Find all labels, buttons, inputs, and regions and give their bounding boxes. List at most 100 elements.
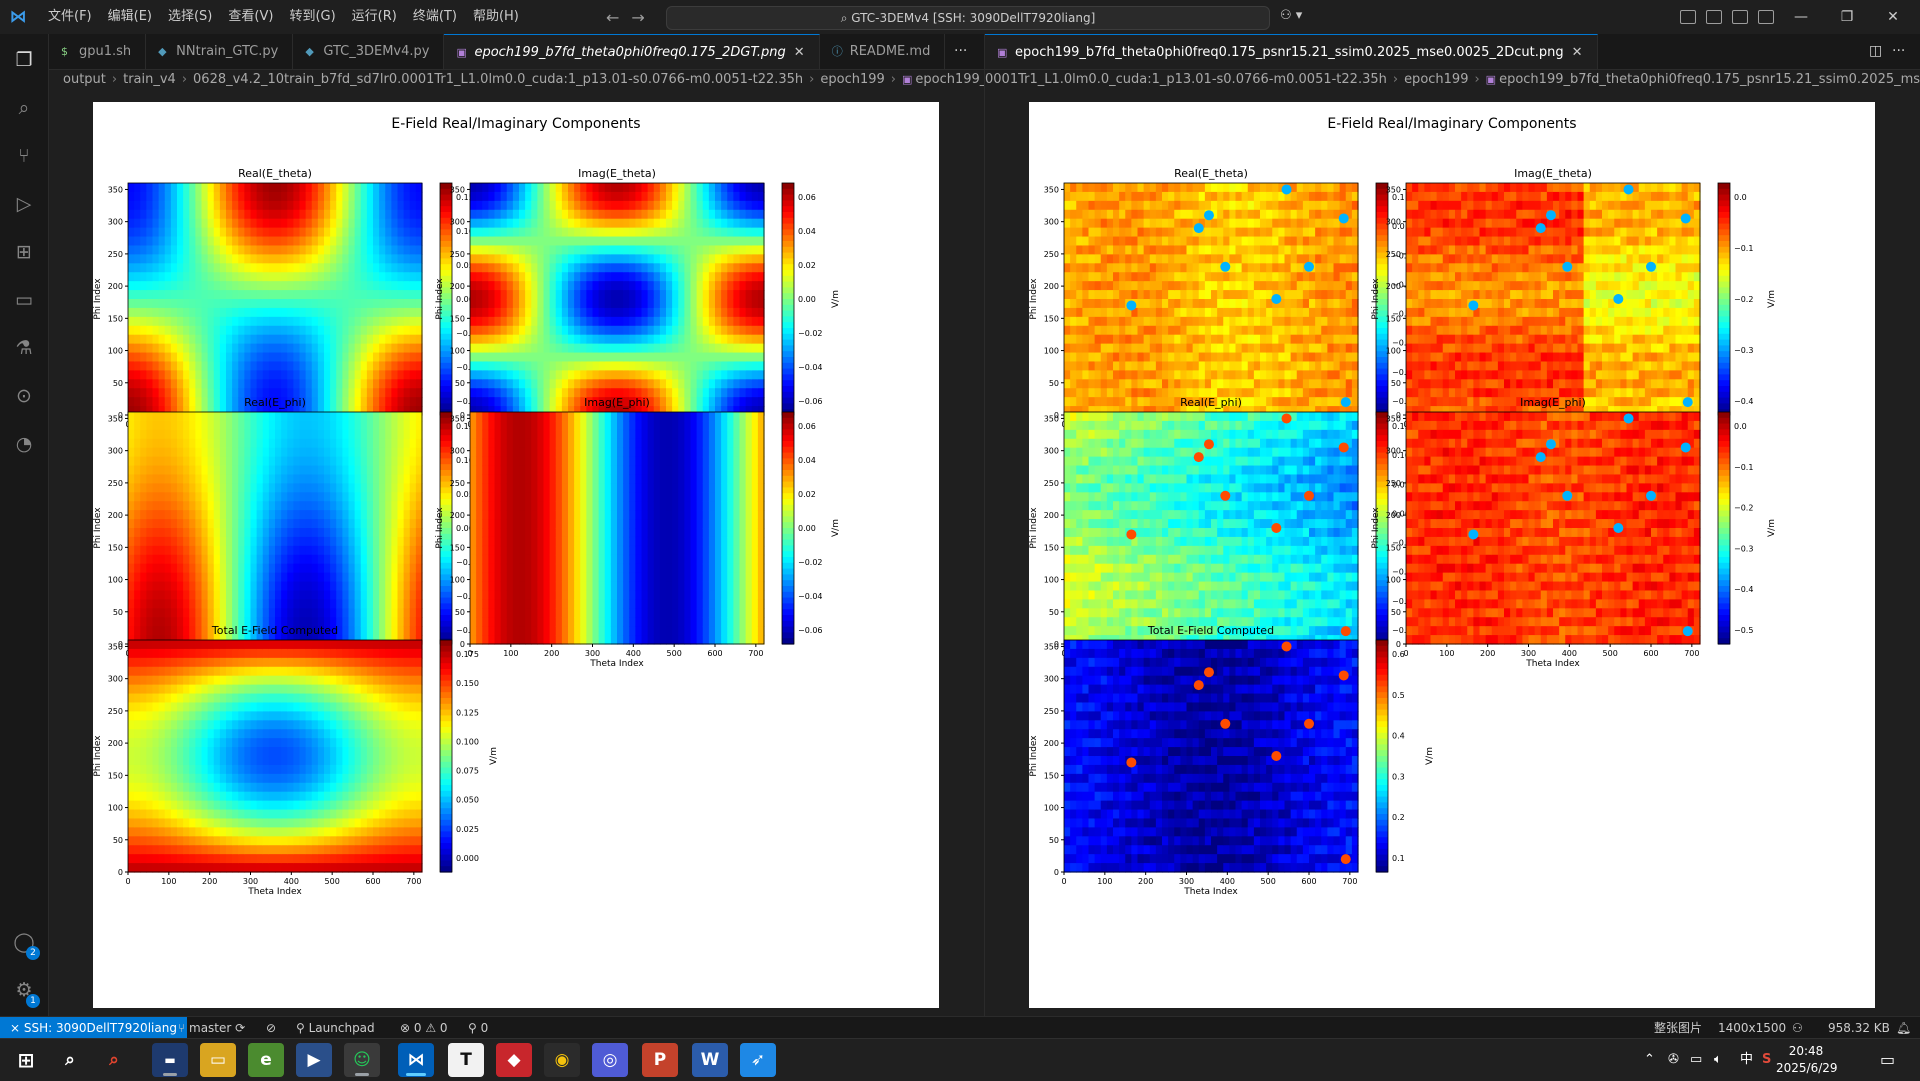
breadcrumb-item[interactable]: epoch199 (820, 72, 884, 87)
tab-nntrain-gtc-py[interactable]: ◆NNtrain_GTC.py (146, 34, 293, 69)
testing-icon[interactable]: ⚗ (12, 336, 36, 360)
toggle-secondary-sidebar-icon[interactable] (1758, 10, 1774, 24)
vscode-logo-icon[interactable]: ⋈ (8, 7, 28, 27)
close-icon[interactable]: ✕ (1870, 0, 1916, 34)
heatmap-cell (470, 210, 477, 220)
git-graph-icon[interactable]: ⊙ (12, 384, 36, 408)
y-tick-label: 150 (450, 314, 465, 323)
heatmap-cell (740, 254, 747, 264)
heatmap-cell (660, 590, 667, 600)
toggle-sidebar-icon[interactable] (1706, 10, 1722, 24)
restore-icon[interactable]: ❐ (1824, 0, 1870, 34)
menu-file[interactable]: 文件(F) (40, 0, 100, 34)
menu-help[interactable]: 帮助(H) (465, 0, 527, 34)
heatmap-cell (238, 501, 245, 511)
customize-layout-icon[interactable] (1680, 10, 1696, 24)
run-debug-icon[interactable]: ▷ (12, 192, 36, 216)
tab-label: README.md (850, 44, 931, 59)
breadcrumb-item[interactable]: train_v4 (123, 72, 176, 87)
heatmap-cell (140, 245, 147, 255)
breadcrumb-item[interactable]: output (63, 72, 106, 87)
heatmap-cell (226, 474, 233, 484)
heatmap-cell (202, 528, 209, 538)
explorer-icon[interactable]: ❐ (12, 48, 36, 72)
heatmap-cell (355, 582, 362, 592)
tab-gtc-3demv4-py[interactable]: ◆GTC_3DEMv4.py (293, 34, 444, 69)
menu-view[interactable]: 查看(V) (220, 0, 281, 34)
heatmap-cell (404, 317, 411, 327)
heatmap-cell (263, 599, 270, 609)
heatmap-cell (300, 573, 307, 583)
minimize-icon[interactable]: — (1778, 0, 1824, 34)
forward-arrow-icon[interactable]: → (631, 8, 644, 27)
heatmap-cell (361, 617, 368, 627)
heatmap-cell (312, 370, 319, 380)
back-arrow-icon[interactable]: ← (606, 8, 619, 27)
heatmap-cell (391, 254, 398, 264)
tab-gpu1-sh[interactable]: $gpu1.sh (49, 34, 146, 69)
more-actions-icon[interactable]: ··· (954, 34, 967, 69)
heatmap-cell (525, 272, 532, 282)
remote-explorer-icon[interactable]: ▭ (12, 288, 36, 312)
heatmap-cell (666, 546, 673, 556)
heatmap-cell (177, 219, 184, 229)
source-control-icon[interactable]: ⑂ (12, 144, 36, 168)
heatmap-cell (404, 308, 411, 318)
menu-selection[interactable]: 选择(S) (160, 0, 220, 34)
heatmap-cell (752, 299, 759, 309)
heatmap-cell (666, 183, 673, 193)
heatmap-cell (654, 201, 661, 211)
command-center[interactable]: ⌕ GTC-3DEMv4 [SSH: 3090DellT7920liang] (666, 6, 1270, 30)
toggle-panel-icon[interactable] (1732, 10, 1748, 24)
heatmap-cell (586, 608, 593, 618)
tab-close-icon[interactable]: ✕ (794, 45, 805, 60)
search-icon[interactable]: ⌕ (12, 96, 36, 120)
heatmap-cell (482, 457, 489, 467)
heatmap-cell (202, 590, 209, 600)
heatmap-cell (202, 546, 209, 556)
menu-edit[interactable]: 编辑(E) (100, 0, 160, 34)
heatmap-cell (330, 608, 337, 618)
heatmap-cell (171, 344, 178, 354)
breadcrumb-item[interactable]: 0628_v4.2_10train_b7fd_sd7lr0.0001Tr1_L1… (193, 72, 803, 87)
heatmap-cell (373, 370, 380, 380)
heatmap-cell (654, 590, 661, 600)
menu-go[interactable]: 转到(G) (281, 0, 343, 34)
copilot-icon[interactable]: ⚇ ▾ (1280, 8, 1302, 23)
heatmap-cell (562, 582, 569, 592)
heatmap-cell (482, 344, 489, 354)
menu-run[interactable]: 运行(R) (344, 0, 405, 34)
heatmap-cell (531, 299, 538, 309)
menu-terminal[interactable]: 终端(T) (405, 0, 465, 34)
heatmap-cell (306, 299, 313, 309)
heatmap-cell (501, 617, 508, 627)
heatmap-cell (666, 335, 673, 345)
heatmap-cell (159, 492, 166, 502)
heatmap-cell (410, 183, 417, 193)
heatmap-cell (519, 635, 526, 645)
heatmap-cell (623, 582, 630, 592)
heatmap-cell (629, 492, 636, 502)
heatmap-cell (525, 397, 532, 407)
heatmap-cell (128, 582, 135, 592)
extensions-icon[interactable]: ⊞ (12, 240, 36, 264)
heatmap-cell (470, 412, 477, 422)
heatmap-cell (599, 290, 606, 300)
heatmap-cell (379, 466, 386, 476)
heatmap-cell (367, 272, 374, 282)
heatmap-cell (318, 326, 325, 336)
timeline-icon[interactable]: ◔ (12, 432, 36, 456)
heatmap-cell (263, 519, 270, 529)
tab-epoch199-b7fd-theta0phi0freq0-175-2dgt-p[interactable]: ▣epoch199_b7fd_theta0phi0freq0.175_2DGT.… (444, 34, 819, 69)
heatmap-cell (544, 379, 551, 389)
heatmap-cell (293, 317, 300, 327)
heatmap-cell (574, 412, 581, 422)
heatmap-cell (385, 397, 392, 407)
heatmap-cell (226, 528, 233, 538)
heatmap-cell (410, 519, 417, 529)
breadcrumb-item[interactable]: epoch199_b7fd_theta0phi0freq0.175_2DGT.p… (915, 72, 984, 87)
heatmap-cell (746, 272, 753, 282)
heatmap-cell (611, 555, 618, 565)
heatmap-cell (244, 245, 251, 255)
